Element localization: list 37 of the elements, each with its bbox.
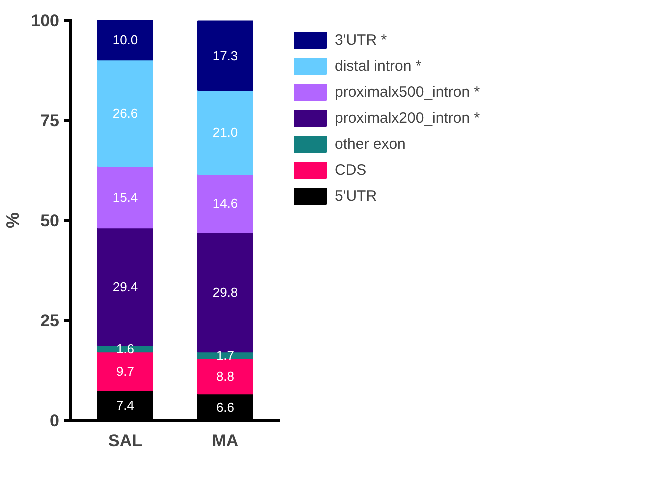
- data-label: 29.8: [212, 285, 238, 300]
- bar: [98, 60, 154, 167]
- data-label: 15.4: [112, 190, 138, 205]
- y-axis-title: %: [3, 212, 24, 228]
- legend-label: 3'UTR *: [335, 32, 388, 48]
- data-label: 1.7: [216, 348, 235, 363]
- data-label: 26.6: [112, 106, 138, 121]
- legend-label: 5'UTR: [335, 188, 378, 204]
- data-label: 29.4: [112, 279, 138, 294]
- y-tick-label: 0: [50, 412, 60, 430]
- data-label: 1.6: [116, 341, 135, 356]
- data-label: 17.3: [212, 48, 238, 64]
- bar: [198, 90, 254, 175]
- data-label: 9.7: [116, 364, 135, 379]
- bar: [198, 174, 254, 234]
- legend-label: distal intron *: [335, 58, 422, 74]
- data-label: 6.6: [216, 400, 235, 415]
- data-label: 21.0: [212, 125, 238, 140]
- data-label: 8.8: [216, 369, 235, 384]
- y-tick-label: 50: [40, 212, 60, 230]
- legend-label: other exon: [335, 136, 406, 152]
- legend-label: proximalx500_intron *: [335, 84, 480, 100]
- data-label: 7.4: [116, 398, 135, 414]
- bar: [98, 166, 154, 229]
- y-tick-label: 100: [31, 12, 60, 30]
- x-tick-label: SAL: [108, 432, 142, 450]
- bar: [198, 358, 254, 395]
- legend-label: proximalx200_intron *: [335, 110, 480, 126]
- bar: [198, 232, 254, 353]
- bar: [98, 20, 154, 61]
- bar: [198, 20, 254, 91]
- y-tick-label: 75: [40, 112, 60, 130]
- legend-label: CDS: [335, 162, 367, 178]
- y-tick-label: 25: [40, 312, 60, 330]
- data-label: 14.6: [212, 196, 238, 212]
- data-label: 10.0: [112, 32, 138, 48]
- x-tick-label: MA: [212, 432, 239, 450]
